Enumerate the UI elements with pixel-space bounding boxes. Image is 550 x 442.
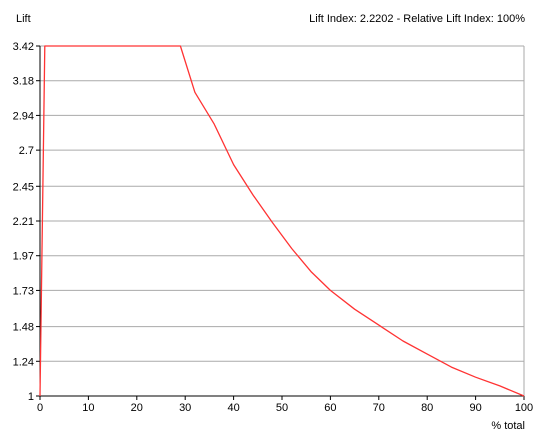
y-tick-label: 2.45: [13, 181, 34, 193]
x-tick-label: 70: [373, 402, 385, 414]
x-tick-label: 50: [276, 402, 288, 414]
y-tick-label: 1.48: [13, 322, 34, 334]
y-tick-label: 2.94: [13, 110, 34, 122]
plot-area: 1 1.24 1.48 1.73 1.97 2.21 2.45 2.7 2.94 3.18 3.42…: [13, 41, 534, 414]
x-tick-label: 40: [227, 402, 239, 414]
x-tick-label: 100: [515, 402, 533, 414]
lift-curve-line: [39, 45, 525, 397]
x-tick-label: 20: [131, 402, 143, 414]
y-tick-label: 1.97: [13, 251, 34, 263]
y-tick-label: 3.42: [13, 41, 34, 53]
y-tick-label: 1: [28, 391, 34, 403]
y-tick-label: 2.21: [13, 216, 34, 228]
x-tick-label: 90: [469, 402, 481, 414]
y-tick-label: 3.18: [13, 76, 34, 88]
x-tick-label: 0: [37, 402, 43, 414]
x-tick-label: 30: [179, 402, 191, 414]
y-tick-label: 1.24: [13, 356, 34, 368]
x-axis-title: % total: [491, 420, 525, 432]
y-tick-label: 2.7: [19, 145, 34, 157]
x-tick-label: 80: [421, 402, 433, 414]
lift-index-annotation: Lift Index: 2.2202 - Relative Lift Index…: [309, 13, 525, 25]
x-tick-label: 10: [82, 402, 94, 414]
y-tick-label: 1.73: [13, 285, 34, 297]
y-axis-title: Lift: [16, 13, 31, 25]
x-tick-label: 60: [324, 402, 336, 414]
